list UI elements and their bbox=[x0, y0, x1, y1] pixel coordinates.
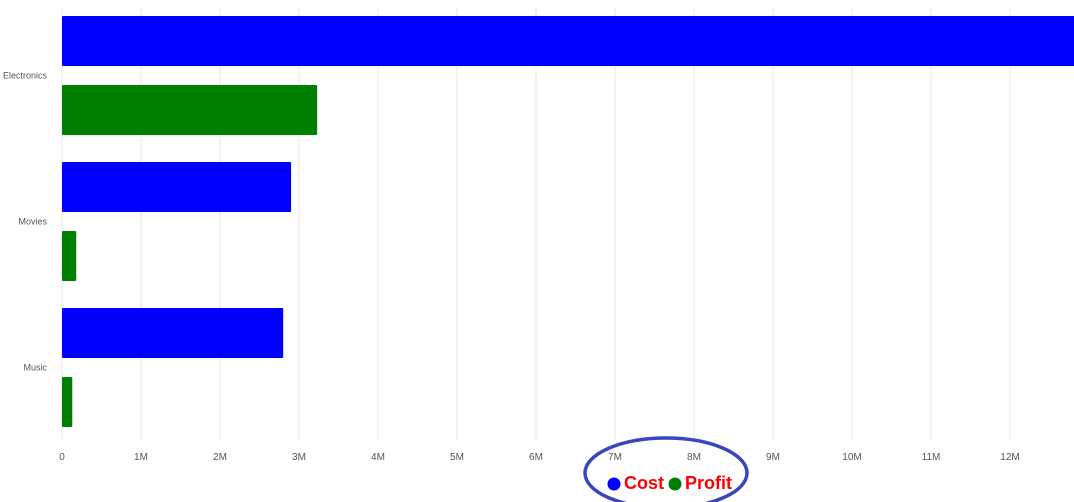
legend-swatch-profit bbox=[668, 477, 682, 491]
x-tick-label: 12M bbox=[1000, 452, 1019, 463]
x-tick-label: 7M bbox=[608, 452, 622, 463]
category-label: Movies bbox=[18, 217, 47, 227]
x-tick-label: 4M bbox=[371, 452, 385, 463]
legend-swatch-cost bbox=[607, 477, 621, 491]
x-axis-ticks: 0 1M 2M 3M 4M 5M 6M 7M 8M 9M 10M 11M 12M bbox=[59, 452, 1020, 463]
legend-highlight-ellipse bbox=[583, 436, 749, 502]
grid-lines bbox=[61, 8, 1011, 440]
bar-profit-electronics[interactable] bbox=[62, 85, 318, 135]
x-tick-label: 3M bbox=[292, 452, 306, 463]
x-tick-label: 2M bbox=[213, 452, 227, 463]
legend-label-profit[interactable]: Profit bbox=[685, 473, 732, 493]
category-label: Music bbox=[23, 363, 47, 373]
bars bbox=[62, 16, 1074, 427]
x-tick-label: 11M bbox=[922, 452, 941, 463]
bar-cost-music[interactable] bbox=[62, 308, 284, 358]
bar-cost-electronics[interactable] bbox=[62, 16, 1074, 66]
x-tick-label: 1M bbox=[134, 452, 148, 463]
legend-label-cost[interactable]: Cost bbox=[624, 473, 664, 493]
category-label: Electronics bbox=[3, 71, 48, 81]
x-tick-label: 0 bbox=[59, 452, 65, 463]
y-axis-categories: Electronics Movies Music bbox=[3, 71, 48, 373]
bar-cost-movies[interactable] bbox=[62, 162, 292, 212]
x-tick-label: 6M bbox=[529, 452, 543, 463]
bar-profit-movies[interactable] bbox=[62, 231, 77, 281]
x-tick-label: 5M bbox=[450, 452, 464, 463]
x-tick-label: 8M bbox=[687, 452, 701, 463]
legend[interactable]: Cost Profit bbox=[583, 436, 749, 502]
x-tick-label: 9M bbox=[766, 452, 780, 463]
x-tick-label: 10M bbox=[842, 452, 861, 463]
bar-profit-music[interactable] bbox=[62, 377, 73, 427]
